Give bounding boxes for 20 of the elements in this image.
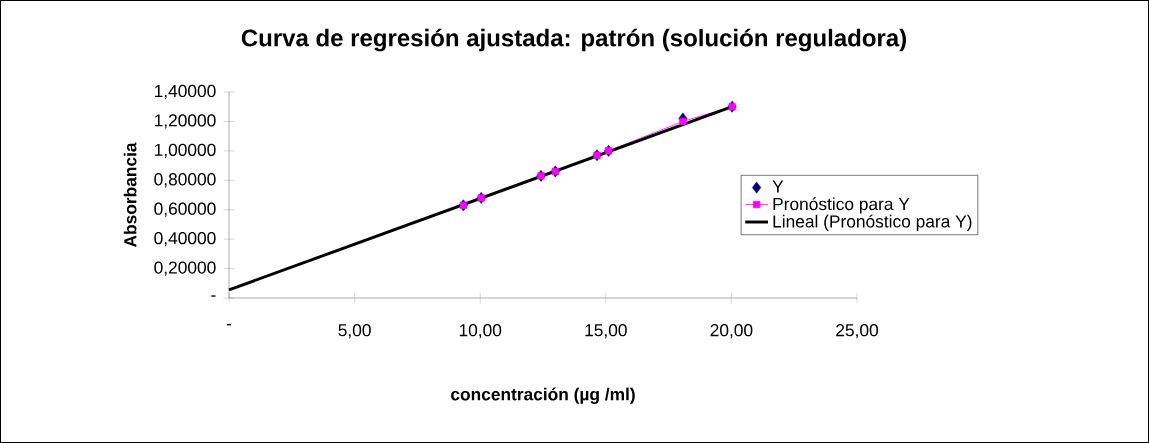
x-tick-label: 5,00	[338, 324, 371, 339]
x-tick-label: 10,00	[459, 324, 502, 339]
y-tick-label: 0,20000	[154, 261, 216, 276]
y-tick-label: 1,20000	[154, 114, 216, 129]
x-tick-label: 20,00	[710, 324, 753, 339]
legend-label: Y	[772, 180, 784, 193]
x-tick-label: 15,00	[585, 324, 627, 339]
y-tick-label: -	[211, 295, 216, 297]
y-tick-label: 0,40000	[154, 231, 216, 247]
x-tick-label: 25,00	[836, 324, 879, 339]
x-axis-title: concentración (µg /ml)	[451, 387, 635, 404]
legend-label: Pronóstico para Y	[773, 197, 910, 214]
x-tick-label: -	[226, 324, 232, 326]
chart-title: Curva de regresión ajustada: patrón (solución reguladora)	[241, 28, 906, 52]
y-tick-label: 1,00000	[154, 143, 216, 159]
y-axis-title: Absorbancia	[123, 142, 137, 248]
y-tick-label: 0,80000	[154, 173, 216, 188]
y-tick-label: 0,60000	[154, 202, 216, 217]
legend-label: Lineal (Pronóstico para Y)	[773, 214, 972, 231]
y-tick-label: 1,40000	[154, 84, 216, 100]
